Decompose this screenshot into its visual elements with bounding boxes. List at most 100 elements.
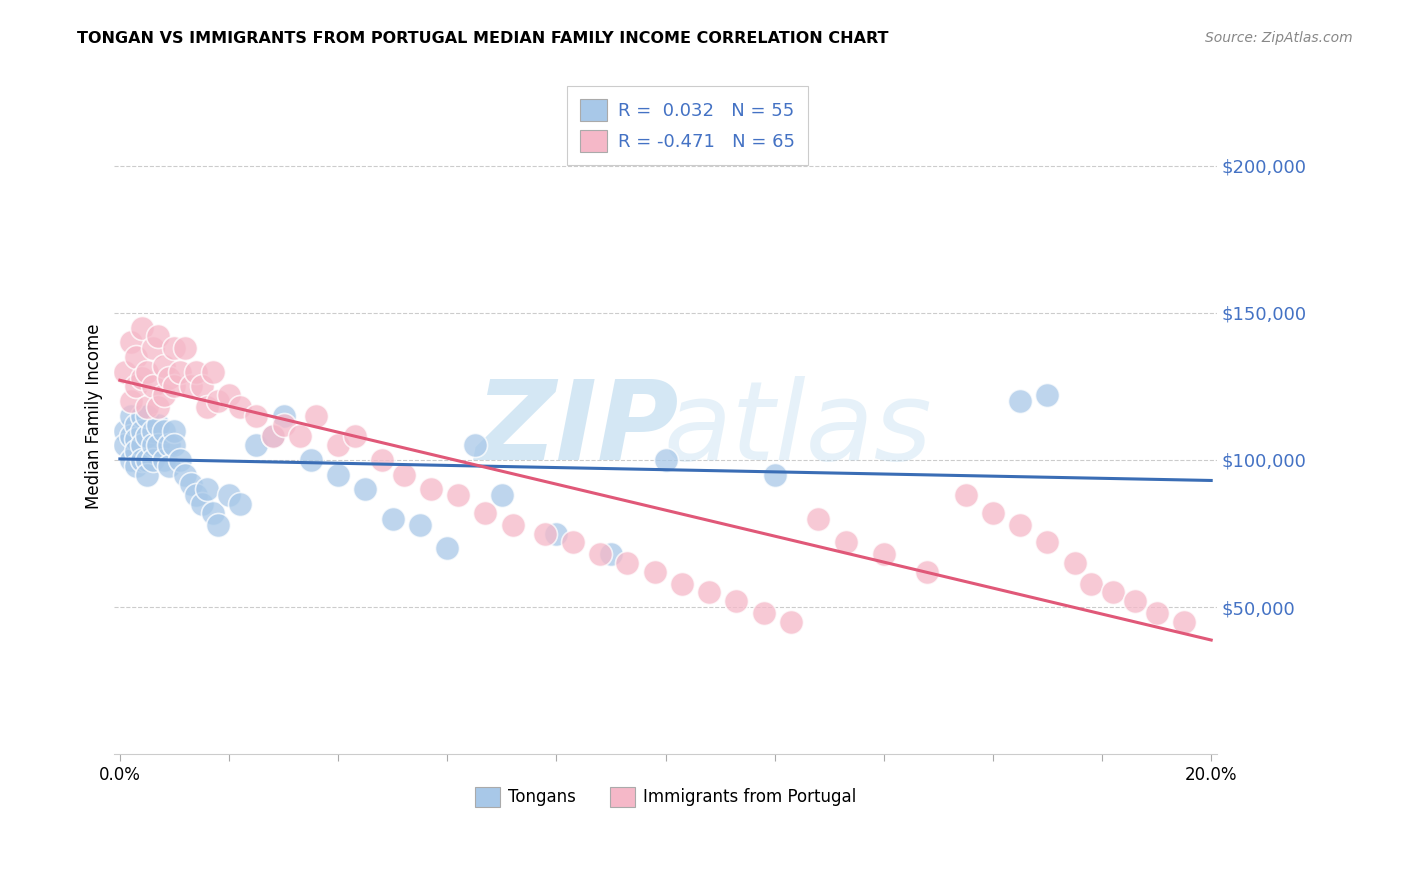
Point bbox=[644, 565, 666, 579]
Point bbox=[142, 341, 165, 355]
Point bbox=[186, 365, 208, 379]
Point bbox=[1080, 576, 1102, 591]
Point bbox=[616, 556, 638, 570]
Point bbox=[381, 512, 404, 526]
Point bbox=[136, 467, 159, 482]
Point bbox=[142, 424, 165, 438]
Point bbox=[1146, 606, 1168, 620]
Point bbox=[491, 488, 513, 502]
Point bbox=[343, 429, 366, 443]
Point bbox=[697, 585, 720, 599]
Point bbox=[195, 400, 218, 414]
Point bbox=[152, 359, 174, 373]
Point bbox=[114, 438, 136, 452]
Point bbox=[201, 506, 224, 520]
Text: TONGAN VS IMMIGRANTS FROM PORTUGAL MEDIAN FAMILY INCOME CORRELATION CHART: TONGAN VS IMMIGRANTS FROM PORTUGAL MEDIA… bbox=[77, 31, 889, 46]
Point bbox=[136, 400, 159, 414]
Point bbox=[299, 453, 322, 467]
Point bbox=[447, 488, 470, 502]
Point bbox=[180, 379, 202, 393]
Point bbox=[1010, 394, 1032, 409]
Point bbox=[502, 517, 524, 532]
Point bbox=[262, 429, 284, 443]
Point bbox=[120, 409, 142, 423]
Point bbox=[807, 512, 830, 526]
Point bbox=[1173, 615, 1195, 629]
Point bbox=[288, 429, 311, 443]
Point bbox=[163, 424, 186, 438]
Point bbox=[229, 400, 252, 414]
Point bbox=[125, 458, 148, 473]
Point bbox=[654, 453, 676, 467]
Point bbox=[131, 370, 153, 384]
Point bbox=[201, 365, 224, 379]
Point bbox=[780, 615, 803, 629]
Point bbox=[152, 424, 174, 438]
Point bbox=[163, 341, 186, 355]
Point bbox=[142, 379, 165, 393]
Point bbox=[600, 547, 623, 561]
Point bbox=[125, 350, 148, 364]
Point bbox=[174, 467, 197, 482]
Point bbox=[218, 388, 240, 402]
Point bbox=[218, 488, 240, 502]
Point bbox=[262, 429, 284, 443]
Point bbox=[955, 488, 977, 502]
Point bbox=[1036, 388, 1059, 402]
Point bbox=[546, 526, 568, 541]
Point bbox=[371, 453, 394, 467]
Point bbox=[917, 565, 939, 579]
Point bbox=[1010, 517, 1032, 532]
Point bbox=[131, 453, 153, 467]
Point bbox=[1063, 556, 1085, 570]
Point bbox=[725, 594, 748, 608]
Point bbox=[245, 409, 267, 423]
Point bbox=[157, 458, 180, 473]
Point bbox=[207, 517, 229, 532]
Point bbox=[136, 453, 159, 467]
Point bbox=[326, 467, 349, 482]
Point bbox=[392, 467, 415, 482]
Point bbox=[195, 483, 218, 497]
Point bbox=[163, 438, 186, 452]
Point bbox=[873, 547, 896, 561]
Point bbox=[409, 517, 432, 532]
Text: atlas: atlas bbox=[664, 376, 932, 483]
Point bbox=[174, 341, 197, 355]
Point bbox=[142, 438, 165, 452]
Point bbox=[131, 424, 153, 438]
Point bbox=[1036, 535, 1059, 549]
Point bbox=[152, 453, 174, 467]
Point bbox=[474, 506, 496, 520]
Point bbox=[464, 438, 486, 452]
Point bbox=[125, 379, 148, 393]
Point bbox=[136, 429, 159, 443]
Point bbox=[834, 535, 856, 549]
Point bbox=[190, 379, 212, 393]
Point bbox=[120, 394, 142, 409]
Point bbox=[1102, 585, 1125, 599]
Point bbox=[146, 400, 169, 414]
Text: Source: ZipAtlas.com: Source: ZipAtlas.com bbox=[1205, 31, 1353, 45]
Point bbox=[146, 438, 169, 452]
Point bbox=[245, 438, 267, 452]
Point bbox=[752, 606, 775, 620]
Point bbox=[354, 483, 377, 497]
Point bbox=[120, 453, 142, 467]
Point bbox=[305, 409, 328, 423]
Legend: Tongans, Immigrants from Portugal: Tongans, Immigrants from Portugal bbox=[468, 780, 863, 814]
Point bbox=[186, 488, 208, 502]
Point bbox=[157, 370, 180, 384]
Point bbox=[142, 453, 165, 467]
Point bbox=[136, 365, 159, 379]
Point bbox=[114, 365, 136, 379]
Point bbox=[152, 388, 174, 402]
Point bbox=[561, 535, 583, 549]
Point bbox=[131, 438, 153, 452]
Point bbox=[131, 409, 153, 423]
Point bbox=[180, 476, 202, 491]
Point bbox=[125, 433, 148, 447]
Point bbox=[1123, 594, 1146, 608]
Point bbox=[163, 379, 186, 393]
Point bbox=[229, 497, 252, 511]
